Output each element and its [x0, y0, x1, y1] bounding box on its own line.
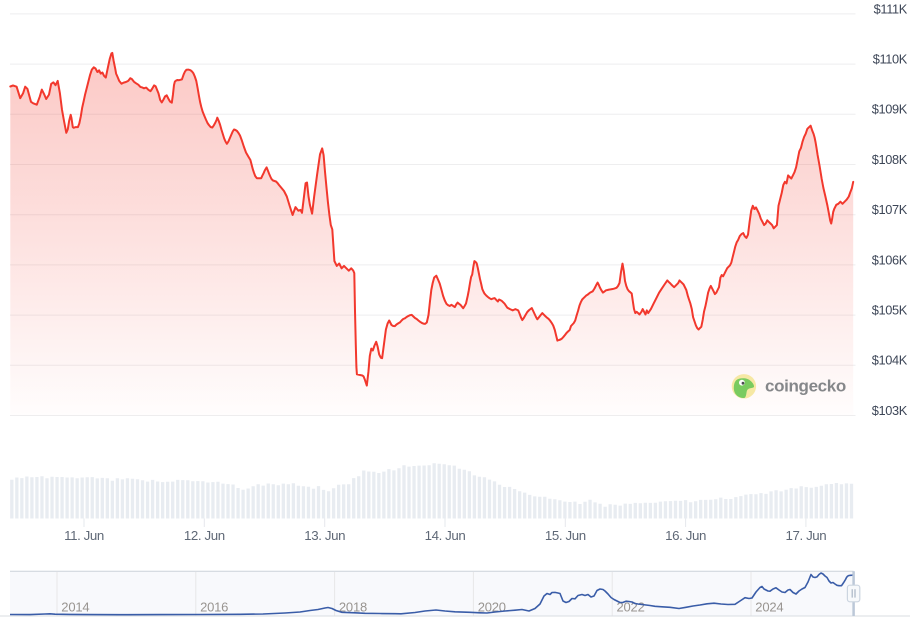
svg-text:2016: 2016	[200, 599, 228, 614]
svg-text:2024: 2024	[755, 599, 783, 614]
svg-text:$108K: $108K	[872, 152, 908, 167]
svg-text:$110K: $110K	[873, 52, 908, 67]
svg-text:16. Jun: 16. Jun	[665, 528, 706, 543]
svg-text:14. Jun: 14. Jun	[425, 528, 466, 543]
svg-text:17. Jun: 17. Jun	[785, 528, 826, 543]
svg-text:2014: 2014	[61, 599, 89, 614]
svg-text:$103K: $103K	[872, 403, 908, 418]
svg-text:coingecko: coingecko	[765, 376, 846, 395]
svg-text:$104K: $104K	[872, 353, 908, 368]
svg-text:15. Jun: 15. Jun	[545, 528, 586, 543]
svg-text:$106K: $106K	[872, 252, 908, 267]
svg-text:2022: 2022	[617, 599, 645, 614]
svg-text:13. Jun: 13. Jun	[304, 528, 345, 543]
svg-text:12. Jun: 12. Jun	[184, 528, 225, 543]
svg-text:$111K: $111K	[874, 1, 908, 16]
svg-text:11. Jun: 11. Jun	[64, 528, 104, 543]
svg-text:2020: 2020	[478, 599, 506, 614]
svg-text:$105K: $105K	[872, 303, 908, 318]
svg-text:2018: 2018	[339, 599, 367, 614]
svg-text:$109K: $109K	[872, 102, 908, 117]
svg-text:$107K: $107K	[872, 202, 908, 217]
